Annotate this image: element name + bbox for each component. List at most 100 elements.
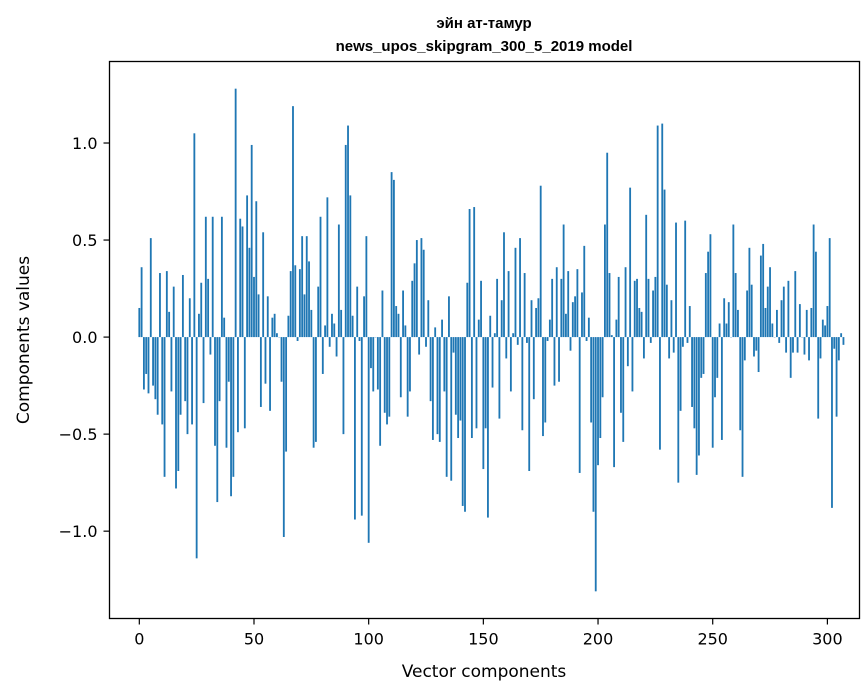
bar-63 bbox=[282, 337, 285, 537]
bar-118 bbox=[409, 337, 411, 392]
bar-299 bbox=[824, 325, 827, 338]
bar-181 bbox=[553, 337, 556, 386]
bar-51 bbox=[255, 201, 258, 338]
x-axis: 0 50 100 150 200 250 300 bbox=[134, 618, 843, 649]
bar-56 bbox=[266, 296, 269, 338]
x-tick-label: 50 bbox=[244, 630, 264, 649]
bar-133 bbox=[443, 337, 446, 392]
bar-13 bbox=[168, 311, 171, 338]
bar-218 bbox=[638, 307, 641, 338]
bar-248 bbox=[707, 251, 710, 338]
bar-207 bbox=[613, 337, 615, 468]
bar-159 bbox=[503, 232, 505, 338]
bar-262 bbox=[739, 337, 742, 431]
bar-86 bbox=[335, 337, 338, 357]
bar-260 bbox=[734, 273, 737, 338]
bar-126 bbox=[427, 300, 430, 338]
bar-226 bbox=[656, 125, 659, 338]
bar-224 bbox=[652, 290, 654, 338]
bar-5 bbox=[149, 238, 152, 338]
bar-283 bbox=[787, 280, 790, 338]
bar-307 bbox=[842, 337, 845, 345]
bar-137 bbox=[452, 337, 455, 353]
bar-8 bbox=[156, 337, 159, 415]
bar-142 bbox=[464, 337, 466, 512]
bar-163 bbox=[512, 333, 515, 338]
bar-11 bbox=[163, 337, 166, 477]
bar-128 bbox=[431, 337, 434, 440]
bar-263 bbox=[741, 337, 744, 477]
bar-219 bbox=[640, 311, 643, 338]
x-tick-label: 150 bbox=[468, 630, 499, 649]
bar-37 bbox=[223, 317, 226, 338]
bar-46 bbox=[243, 337, 246, 429]
bar-79 bbox=[319, 216, 322, 338]
chart-title: эйн ат-тамур bbox=[436, 15, 531, 32]
bar-236 bbox=[679, 337, 682, 411]
bar-288 bbox=[798, 304, 801, 338]
bar-83 bbox=[328, 337, 331, 347]
bar-213 bbox=[626, 337, 629, 367]
bar-34 bbox=[216, 337, 219, 503]
bar-21 bbox=[186, 337, 189, 435]
x-tick-label: 250 bbox=[697, 630, 728, 649]
bar-77 bbox=[315, 337, 317, 442]
bar-87 bbox=[337, 224, 340, 338]
bar-246 bbox=[702, 337, 705, 374]
bar-119 bbox=[411, 280, 414, 338]
bar-280 bbox=[780, 300, 783, 338]
bar-6 bbox=[152, 337, 154, 386]
bar-113 bbox=[397, 313, 400, 338]
bar-271 bbox=[759, 255, 762, 338]
bar-254 bbox=[720, 337, 723, 440]
bar-278 bbox=[776, 309, 778, 338]
bar-93 bbox=[351, 315, 354, 338]
bar-267 bbox=[750, 284, 753, 338]
bar-59 bbox=[273, 313, 276, 338]
bar-131 bbox=[438, 337, 441, 442]
bar-235 bbox=[677, 337, 680, 483]
bar-295 bbox=[815, 251, 817, 338]
bar-293 bbox=[810, 307, 813, 338]
bar-241 bbox=[691, 337, 693, 407]
bar-98 bbox=[363, 296, 365, 338]
bar-143 bbox=[466, 282, 469, 338]
bar-195 bbox=[585, 337, 588, 341]
bar-74 bbox=[308, 261, 310, 338]
bar-242 bbox=[693, 337, 696, 429]
bar-154 bbox=[491, 337, 494, 388]
bar-290 bbox=[803, 337, 806, 355]
bar-261 bbox=[737, 309, 739, 338]
y-axis: −1.0 −0.5 0.0 0.5 1.0 bbox=[59, 134, 110, 541]
bar-9 bbox=[159, 273, 161, 338]
bar-series bbox=[138, 88, 845, 592]
bar-4 bbox=[147, 337, 150, 394]
bar-216 bbox=[633, 280, 636, 338]
bar-281 bbox=[782, 286, 785, 338]
bar-279 bbox=[778, 337, 781, 343]
bar-239 bbox=[686, 337, 689, 343]
bar-45 bbox=[241, 226, 244, 338]
bar-158 bbox=[500, 300, 503, 338]
bar-115 bbox=[402, 290, 404, 338]
bar-108 bbox=[386, 337, 388, 425]
bar-170 bbox=[528, 337, 531, 471]
bar-161 bbox=[507, 271, 510, 338]
bar-222 bbox=[647, 278, 650, 338]
bar-177 bbox=[544, 337, 547, 423]
x-tick-label: 200 bbox=[583, 630, 614, 649]
bar-264 bbox=[743, 337, 746, 361]
bar-96 bbox=[358, 337, 361, 341]
x-axis-label: Vector components bbox=[402, 662, 567, 682]
bar-156 bbox=[496, 278, 499, 338]
bar-273 bbox=[764, 307, 767, 338]
bar-179 bbox=[548, 319, 551, 338]
bar-136 bbox=[450, 337, 453, 481]
bar-230 bbox=[665, 284, 668, 338]
bar-166 bbox=[519, 238, 521, 338]
y-tick-label: 0.5 bbox=[72, 231, 97, 250]
bar-29 bbox=[204, 216, 207, 338]
bar-16 bbox=[175, 337, 177, 489]
bar-125 bbox=[425, 337, 427, 347]
bar-188 bbox=[569, 337, 572, 351]
